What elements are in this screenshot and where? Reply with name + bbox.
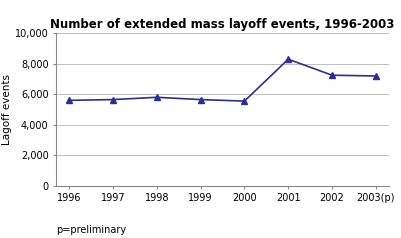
Title: Number of extended mass layoff events, 1996-2003: Number of extended mass layoff events, 1… [51, 18, 395, 31]
Text: p=preliminary: p=preliminary [56, 225, 126, 235]
Y-axis label: Lagoff events: Lagoff events [2, 74, 12, 145]
